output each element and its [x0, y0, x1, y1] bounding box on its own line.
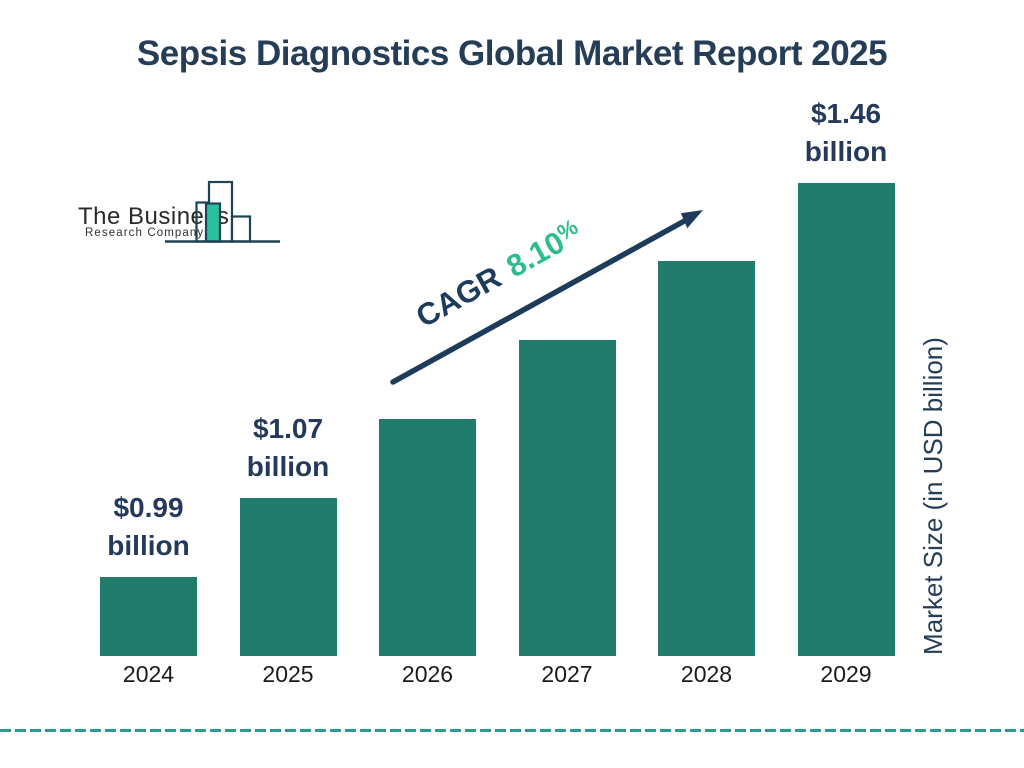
bar-2028	[658, 261, 755, 656]
bar-2024	[100, 577, 197, 656]
bar-value-label-line: $0.99	[113, 492, 184, 523]
bar-value-label-line: billion	[804, 136, 888, 167]
bar-value-label-line: $1.07	[252, 413, 324, 444]
bar-2026	[379, 419, 476, 656]
bar-value-label-2024: $0.99 billion	[59, 489, 239, 565]
x-axis-label-2026: 2026	[401, 661, 454, 687]
bar-value-label-line: billion	[107, 530, 190, 561]
y-axis-label: Market Size (in USD billion)	[918, 337, 948, 655]
x-axis-label-2028: 2028	[680, 661, 733, 687]
x-axis-label-2025: 2025	[262, 661, 314, 687]
bar-value-label-line: $1.46	[810, 98, 882, 129]
cagr-annotation: CAGR8.10%	[370, 189, 628, 360]
cagr-label: CAGR	[410, 259, 507, 335]
bottom-dashed-divider	[0, 729, 1024, 732]
logo-company-subname: Research Company	[85, 227, 205, 239]
bar-value-label-2029: $1.46 billion	[756, 95, 936, 171]
bar-value-label-2025: $1.07 billion	[198, 410, 378, 486]
x-axis-label-2027: 2027	[541, 661, 593, 687]
company-logo: The Business Research Company	[0, 0, 300, 260]
page-title: Sepsis Diagnostics Global Market Report …	[136, 34, 888, 73]
bar-value-label-line: billion	[246, 451, 330, 482]
bar-2025	[239, 498, 337, 656]
logo-bar-chart-icon	[165, 180, 280, 243]
logo-company-name: The Business	[78, 203, 230, 230]
x-axis-label-2029: 2029	[820, 661, 872, 687]
x-axis-label-2024: 2024	[122, 661, 175, 687]
bar-2027	[518, 340, 616, 656]
bar-2029	[797, 183, 895, 656]
